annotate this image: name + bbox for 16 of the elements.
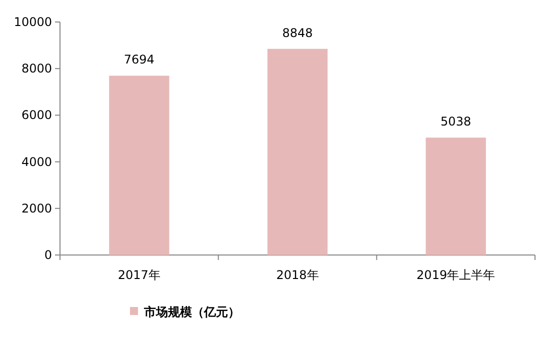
bar	[426, 138, 486, 255]
data-label: 5038	[440, 114, 472, 129]
x-tick-label: 2019年上半年	[416, 268, 496, 282]
y-tick-label: 6000	[21, 108, 52, 122]
x-tick-label: 2018年	[276, 268, 319, 282]
data-label: 8848	[282, 26, 313, 40]
bar	[267, 48, 328, 255]
y-tick-label: 0	[44, 248, 52, 262]
bar	[109, 76, 170, 255]
x-tick-label: 2017年	[118, 268, 160, 282]
y-tick-label: 4000	[21, 154, 52, 169]
y-tick-label: 10000	[14, 15, 52, 29]
legend-label: 市场规模（亿元）	[143, 305, 240, 319]
y-tick-label: 2000	[21, 201, 52, 216]
y-tick-label: 8000	[21, 62, 52, 76]
data-label: 7694	[124, 52, 154, 67]
